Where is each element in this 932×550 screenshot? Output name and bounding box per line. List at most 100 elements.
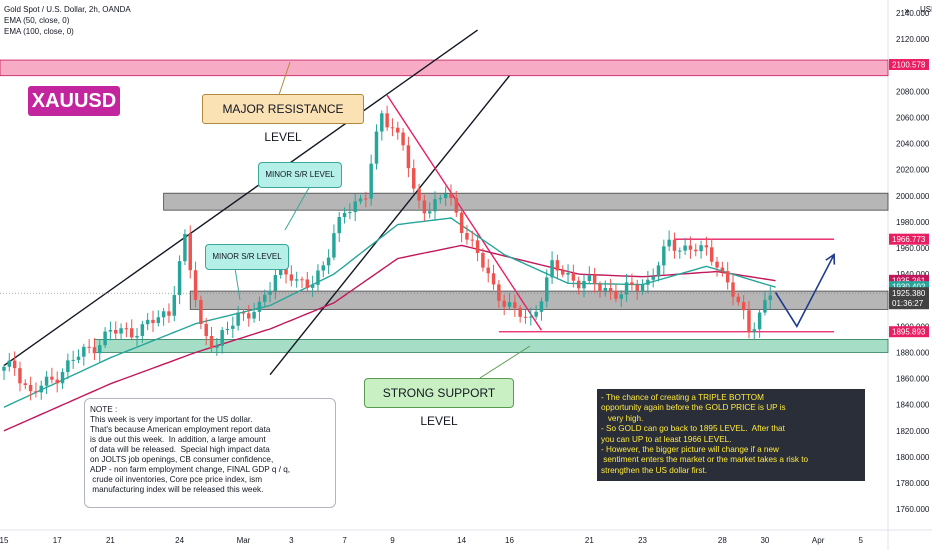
candle-body[interactable] xyxy=(374,131,379,164)
candle-body[interactable] xyxy=(646,279,650,285)
price-tag-ema100-bg[interactable] xyxy=(889,274,929,286)
candle-body[interactable] xyxy=(321,265,326,271)
candle-body[interactable] xyxy=(156,317,161,324)
candle-body[interactable] xyxy=(332,233,336,258)
candle-body[interactable] xyxy=(268,290,272,295)
candle-body[interactable] xyxy=(491,273,496,285)
candle-body[interactable] xyxy=(757,312,762,330)
candle-body[interactable] xyxy=(124,328,129,330)
candle-body[interactable] xyxy=(470,239,474,241)
candle-body[interactable] xyxy=(215,345,219,348)
candle-body[interactable] xyxy=(763,300,767,313)
candle-body[interactable] xyxy=(220,330,224,346)
candle-body[interactable] xyxy=(747,310,751,333)
candle-body[interactable] xyxy=(731,282,735,297)
candle-body[interactable] xyxy=(129,328,134,338)
candle-body[interactable] xyxy=(603,288,608,291)
candle-body[interactable] xyxy=(427,211,432,214)
candle-body[interactable] xyxy=(497,284,501,301)
minor-sr-callout-lower[interactable]: MINOR S/R LEVEL xyxy=(205,244,289,270)
candle-body[interactable] xyxy=(151,319,155,324)
candle-body[interactable] xyxy=(18,368,22,384)
candle-body[interactable] xyxy=(566,272,570,275)
candle-body[interactable] xyxy=(380,113,384,132)
candle-body[interactable] xyxy=(518,307,522,317)
candle-body[interactable] xyxy=(736,296,741,303)
candle-body[interactable] xyxy=(231,325,235,329)
price-tag-last-bg[interactable] xyxy=(889,287,929,310)
candle-body[interactable] xyxy=(364,198,368,200)
candle-body[interactable] xyxy=(688,245,693,250)
candle-body[interactable] xyxy=(34,391,38,393)
candle-body[interactable] xyxy=(98,345,102,354)
candle-body[interactable] xyxy=(82,346,86,357)
candle-body[interactable] xyxy=(529,316,533,318)
ema100-line[interactable] xyxy=(3,244,776,432)
candle-body[interactable] xyxy=(241,312,246,314)
candle-body[interactable] xyxy=(443,193,448,199)
candle-body[interactable] xyxy=(257,301,262,312)
candle-body[interactable] xyxy=(406,145,411,169)
candle-body[interactable] xyxy=(39,385,43,393)
candle-body[interactable] xyxy=(108,329,113,332)
candle-body[interactable] xyxy=(635,284,639,291)
candle-body[interactable] xyxy=(87,346,91,348)
candle-body[interactable] xyxy=(60,372,65,384)
candle-body[interactable] xyxy=(353,201,357,213)
strong-support-callout[interactable]: STRONG SUPPORT LEVEL xyxy=(364,378,514,428)
candle-body[interactable] xyxy=(465,233,469,240)
candle-body[interactable] xyxy=(172,295,177,316)
candle-body[interactable] xyxy=(608,288,613,291)
candle-body[interactable] xyxy=(651,276,655,280)
candle-body[interactable] xyxy=(199,299,203,325)
candle-body[interactable] xyxy=(672,239,677,251)
candle-body[interactable] xyxy=(438,198,443,200)
candle-body[interactable] xyxy=(539,301,544,312)
candle-body[interactable] xyxy=(66,360,70,373)
candle-body[interactable] xyxy=(513,302,517,308)
candle-body[interactable] xyxy=(715,261,719,268)
candle-body[interactable] xyxy=(23,383,28,385)
candle-body[interactable] xyxy=(582,281,586,289)
candle-body[interactable] xyxy=(167,311,171,316)
candle-body[interactable] xyxy=(507,302,512,307)
candle-body[interactable] xyxy=(103,331,107,346)
candle-body[interactable] xyxy=(619,294,623,299)
candle-body[interactable] xyxy=(592,275,597,285)
candle-body[interactable] xyxy=(662,246,666,266)
candle-body[interactable] xyxy=(545,277,549,302)
candle-body[interactable] xyxy=(481,253,485,268)
candle-body[interactable] xyxy=(412,168,416,189)
candle-body[interactable] xyxy=(305,279,310,288)
minor-sr-zone-lower[interactable] xyxy=(189,290,889,310)
price-tag-1895-bg[interactable] xyxy=(889,326,929,338)
candle-body[interactable] xyxy=(725,271,730,283)
candle-body[interactable] xyxy=(252,311,256,319)
candle-body[interactable] xyxy=(135,335,139,338)
candle-body[interactable] xyxy=(720,267,725,272)
price-tag-1966-bg[interactable] xyxy=(889,233,929,245)
candle-body[interactable] xyxy=(550,260,554,278)
candle-body[interactable] xyxy=(752,329,757,333)
legend-ema50[interactable]: EMA (50, close, 0) xyxy=(4,16,70,25)
candle-body[interactable] xyxy=(300,279,304,281)
price-tag-resistance-bg[interactable] xyxy=(889,59,929,71)
candle-body[interactable] xyxy=(523,316,528,318)
candle-body[interactable] xyxy=(587,275,592,282)
candle-body[interactable] xyxy=(348,212,352,214)
candle-body[interactable] xyxy=(704,245,709,248)
legend-symbol[interactable]: Gold Spot / U.S. Dollar, 2h, OANDA xyxy=(4,5,131,14)
candle-body[interactable] xyxy=(177,261,182,296)
candle-body[interactable] xyxy=(294,279,299,281)
candle-body[interactable] xyxy=(119,328,123,334)
ticker-label[interactable]: XAUUSD xyxy=(28,86,120,116)
candle-body[interactable] xyxy=(741,302,746,311)
candle-body[interactable] xyxy=(385,113,389,128)
candle-body[interactable] xyxy=(7,360,12,367)
candle-body[interactable] xyxy=(316,270,320,285)
candle-body[interactable] xyxy=(326,257,331,266)
candle-body[interactable] xyxy=(204,324,208,337)
candle-body[interactable] xyxy=(678,250,682,252)
candle-body[interactable] xyxy=(92,347,97,354)
candle-body[interactable] xyxy=(502,300,506,307)
